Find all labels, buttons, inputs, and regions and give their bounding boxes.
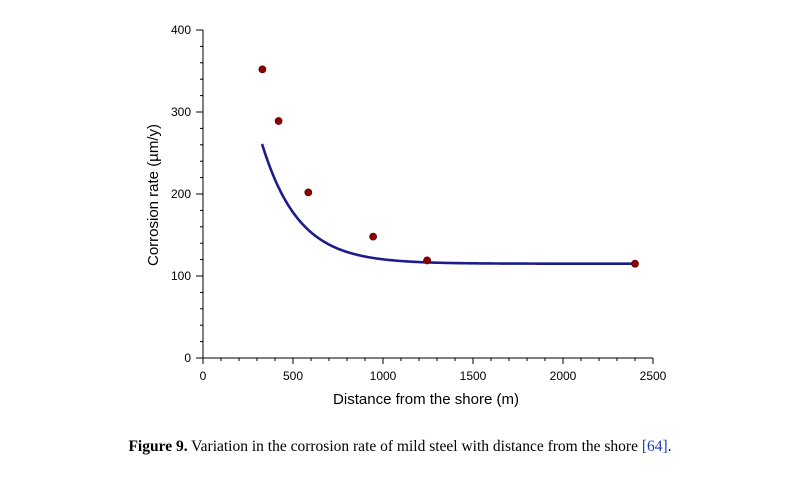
data-point xyxy=(423,256,431,265)
y-tick-label: 300 xyxy=(171,105,191,119)
caption-text: Variation in the corrosion rate of mild … xyxy=(187,438,642,455)
data-point xyxy=(258,65,267,74)
x-tick-label: 1000 xyxy=(370,369,397,383)
caption-reference-link[interactable]: [64] xyxy=(641,438,668,455)
fit-curve-line xyxy=(261,143,637,265)
data-point xyxy=(274,117,283,125)
figure-caption: Figure 9. Variation in the corrosion rat… xyxy=(0,438,800,456)
data-point xyxy=(631,259,639,268)
y-tick-label: 200 xyxy=(171,187,191,201)
caption-end: . xyxy=(667,438,672,455)
corrosion-chart: 0 500 1000 1500 2000 2500 0 100 200 300 400 Distan… xyxy=(145,23,667,408)
data-points-layer xyxy=(258,65,639,268)
y-tick-label: 100 xyxy=(171,269,191,283)
x-axis-title: Distance from the shore (m) xyxy=(333,391,519,408)
y-axis-title: Corrosion rate (µm/y) xyxy=(145,124,162,266)
y-tick-label: 0 xyxy=(184,351,191,365)
data-point xyxy=(369,232,377,241)
caption-label: Figure 9. xyxy=(128,438,188,455)
x-tick-label: 2500 xyxy=(640,369,667,383)
x-tick-label: 0 xyxy=(200,369,207,383)
y-tick-label: 400 xyxy=(171,23,191,37)
x-tick-label: 2000 xyxy=(550,369,577,383)
fit-curve-layer xyxy=(261,143,637,265)
x-tick-label: 500 xyxy=(283,369,303,383)
x-tick-label: 1500 xyxy=(460,369,487,383)
ticks-layer: 0 500 1000 1500 2000 2500 0 100 200 300 400 xyxy=(171,23,667,383)
data-point xyxy=(304,188,313,197)
